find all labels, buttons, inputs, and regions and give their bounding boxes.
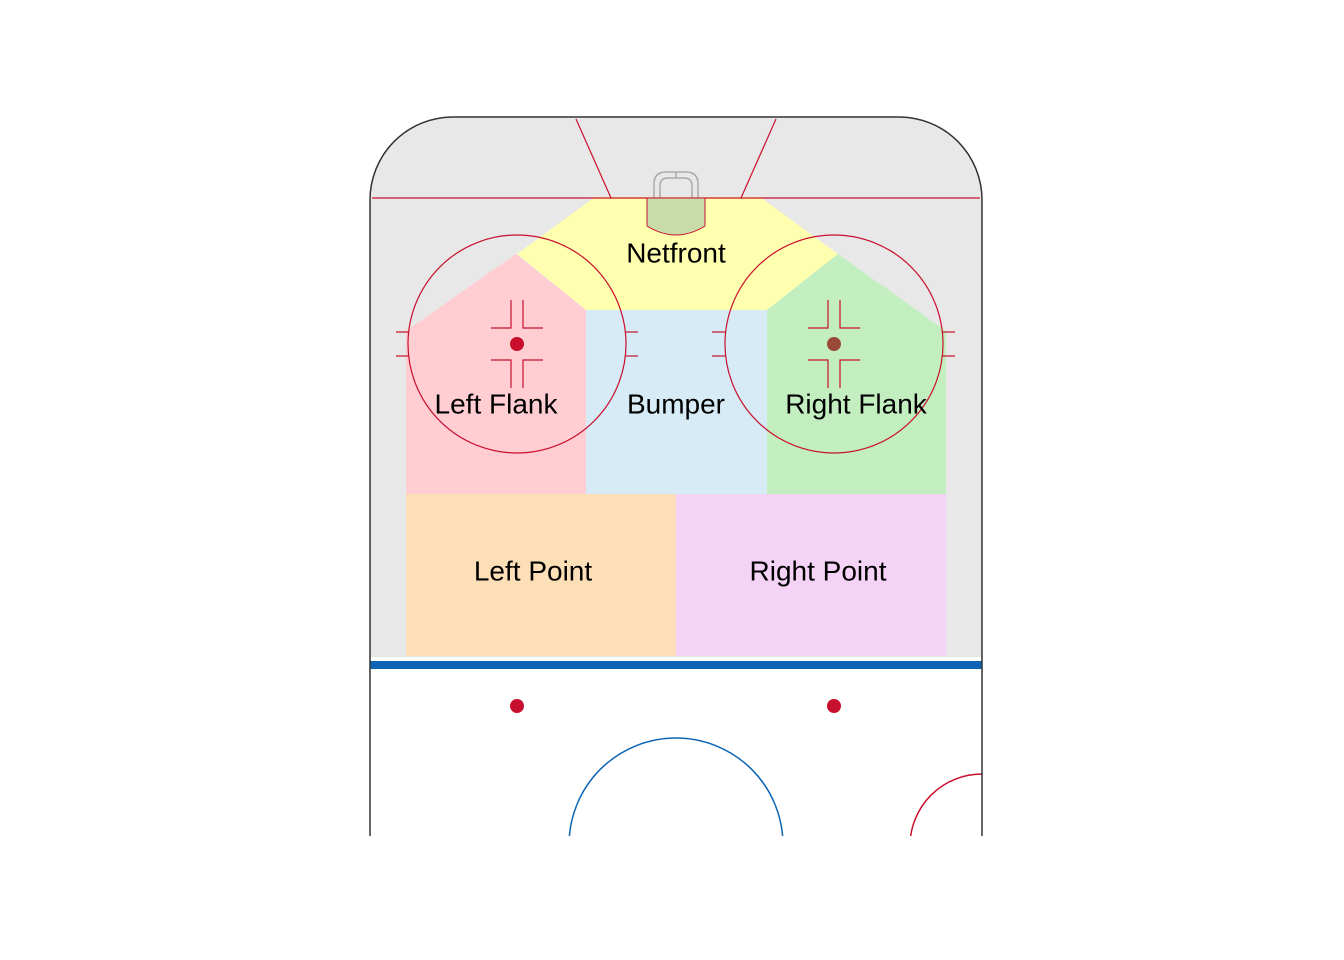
- goal-net: [653, 171, 699, 198]
- left-faceoff-circle: [396, 234, 638, 454]
- rink-boards: [369, 116, 983, 836]
- blue-line: [370, 661, 982, 669]
- right-point-label: Right Point: [750, 555, 887, 586]
- right-faceoff-circle: [712, 234, 955, 454]
- zone-right-flank[interactable]: [767, 254, 946, 494]
- bumper-label: Bumper: [627, 388, 725, 419]
- left-point-label: Left Point: [474, 555, 593, 586]
- goal-crease: [646, 197, 706, 236]
- zone-netfront[interactable]: [517, 197, 838, 310]
- trapezoid-right-line: [740, 118, 777, 199]
- left-faceoff-dot: [510, 337, 524, 351]
- neutral-zone-dot-left: [510, 699, 524, 713]
- trapezoid-left-line: [575, 118, 612, 199]
- center-ice-circle: [568, 737, 784, 836]
- zone-left-flank[interactable]: [406, 254, 586, 494]
- right-flank-label: Right Flank: [785, 388, 928, 419]
- zone-right-point[interactable]: [676, 494, 946, 656]
- netfront-label: Netfront: [626, 237, 726, 268]
- left-flank-label: Left Flank: [435, 388, 559, 419]
- right-faceoff-dot: [827, 337, 841, 351]
- neutral-zone-dot-right: [827, 699, 841, 713]
- zone-left-point[interactable]: [406, 494, 676, 656]
